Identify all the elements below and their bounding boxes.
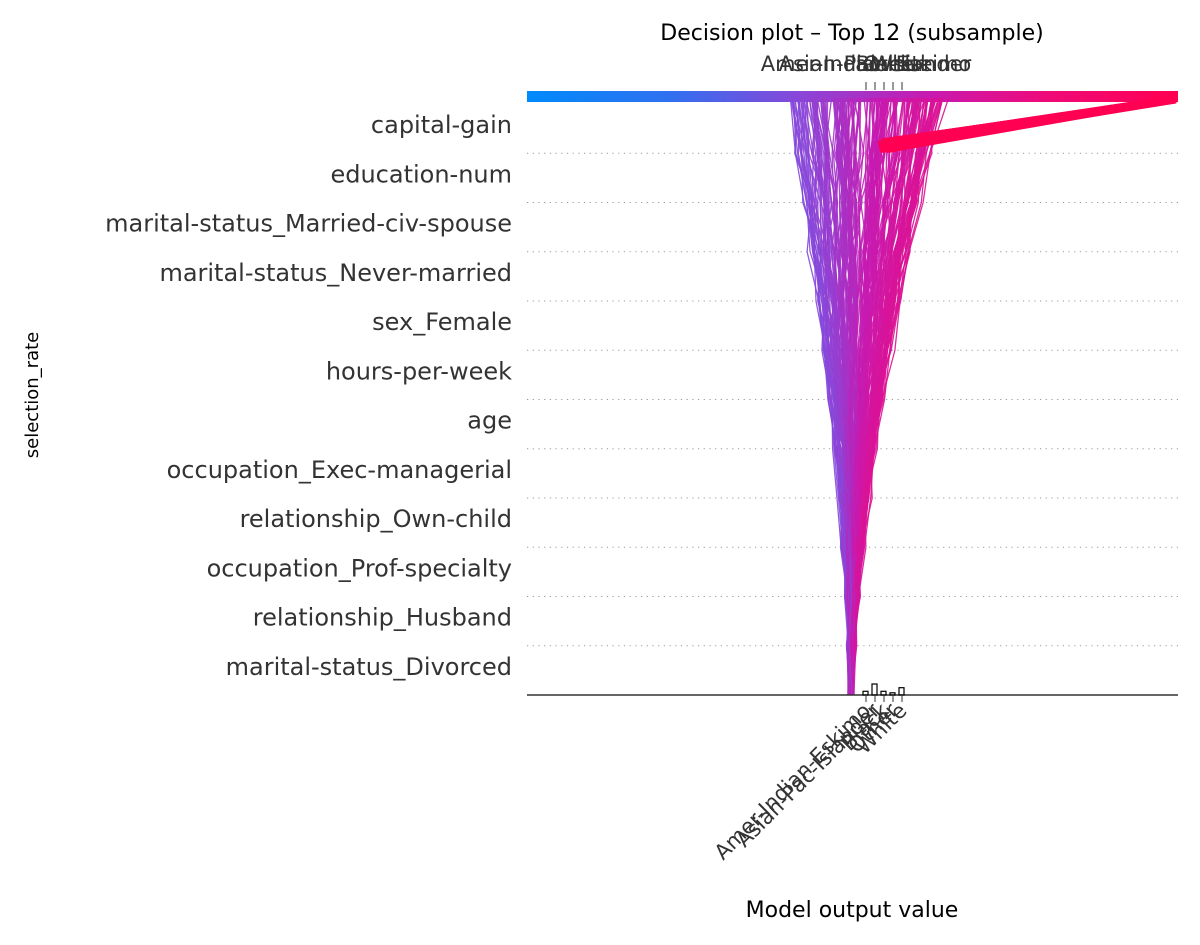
feature-label: hours-per-week	[326, 357, 512, 385]
group-hist-bar	[862, 690, 869, 696]
y-axis-label: selection_rate	[22, 332, 43, 458]
decision-path	[881, 96, 1177, 142]
feature-label: marital-status_Married-civ-spouse	[105, 210, 512, 238]
group-label-top: Asian-Pac-Islander	[779, 52, 972, 76]
chart-title: Decision plot – Top 12 (subsample)	[660, 21, 1043, 46]
output-color-bar	[527, 91, 1178, 102]
feature-label: relationship_Husband	[253, 604, 512, 632]
feature-label: age	[467, 407, 512, 435]
decision-path	[881, 97, 1177, 153]
decision-path	[846, 97, 871, 696]
top-group-labels: Amer-Indian-EskimoAsian-Pac-IslanderBlac…	[761, 52, 972, 76]
group-histogram	[862, 82, 905, 702]
decision-path	[813, 97, 853, 696]
decision-path	[791, 97, 853, 696]
decision-path	[789, 97, 852, 696]
decision-path	[847, 97, 858, 696]
decision-path	[848, 97, 927, 696]
group-hist-bar	[889, 692, 896, 696]
group-hist-bar	[880, 690, 887, 696]
feature-label: marital-status_Divorced	[226, 653, 512, 681]
feature-label: occupation_Prof-specialty	[207, 554, 512, 582]
feature-label: occupation_Exec-managerial	[167, 456, 512, 484]
feature-label: education-num	[330, 160, 512, 188]
x-axis-label: Model output value	[746, 898, 959, 923]
decision-path	[848, 97, 886, 696]
feature-label: relationship_Own-child	[240, 505, 512, 533]
feature-label: marital-status_Never-married	[159, 259, 512, 287]
decision-path	[833, 97, 850, 696]
group-label-top: White	[871, 52, 932, 76]
feature-label: capital-gain	[371, 111, 512, 139]
decision-path	[847, 97, 944, 696]
decision-lines	[789, 94, 1177, 696]
group-label-top: Amer-Indian-Eskimo	[761, 52, 972, 76]
decision-path	[849, 97, 928, 696]
decision-path	[845, 97, 857, 696]
feature-label: sex_Female	[372, 308, 512, 336]
group-label-top: Other	[863, 52, 923, 76]
decision-path	[850, 97, 904, 696]
feature-labels: capital-gain education-num marital-status_…	[105, 111, 512, 681]
group-hist-bar	[898, 687, 905, 696]
group-hist-bar	[871, 683, 878, 696]
group-label-top: Black	[856, 52, 914, 76]
decision-path	[841, 97, 856, 696]
bottom-group-labels: Amer-Indian-EskimoAsian-Pac-IslanderBlac…	[710, 698, 912, 864]
